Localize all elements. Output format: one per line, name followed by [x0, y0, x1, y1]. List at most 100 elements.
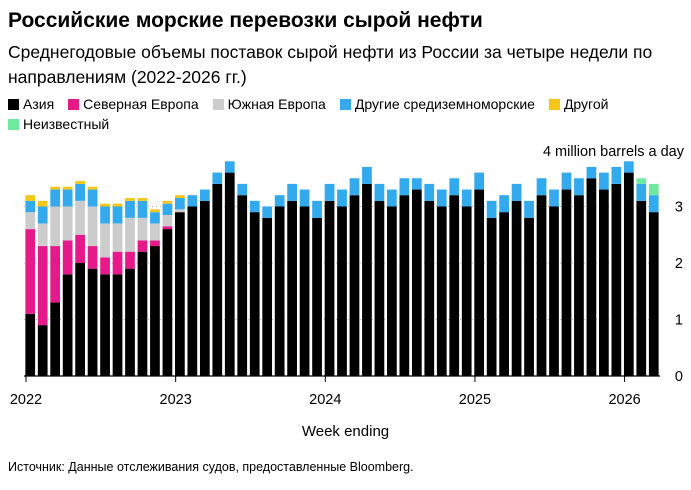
bar-2026-02-series-3 [636, 183, 647, 201]
chart-subtitle: Среднегодовые объемы поставок сырой нефт… [8, 42, 653, 87]
legend-label-north-europe: Северная Европа [83, 96, 199, 112]
legend-label-other-med: Другие средиземноморские [354, 96, 535, 112]
bar-2025-09-series-0 [574, 195, 584, 376]
bar-2023-01-series-2 [175, 209, 185, 213]
bar-2023-07-series-3 [249, 200, 260, 213]
legend-item-north-europe: Северная Европа [68, 94, 199, 114]
bar-2024-06-series-3 [387, 189, 397, 207]
bar-2025-09-series-3 [574, 178, 584, 196]
bar-2022-02-series-4 [37, 200, 48, 207]
bar-2023-09-series-3 [274, 195, 285, 207]
bar-2022-07-series-3 [100, 206, 110, 224]
bar-2025-08-series-0 [561, 189, 572, 376]
bar-2026-01-series-3 [623, 161, 634, 173]
bar-2026-03-series-3 [648, 195, 659, 213]
bar-2025-05-series-0 [524, 217, 534, 376]
bar-2023-11-series-3 [299, 189, 310, 207]
bar-2022-08-series-2 [112, 223, 123, 252]
bar-2022-06-series-2 [87, 206, 98, 247]
bar-2024-02-series-0 [337, 206, 347, 376]
bar-2022-06-series-0 [87, 268, 98, 376]
bar-2023-08-series-3 [262, 206, 273, 218]
bar-2024-11-series-3 [449, 178, 460, 196]
bar-2024-08-series-3 [411, 178, 422, 190]
bar-2022-09-series-2 [125, 217, 135, 252]
bar-2026-03-series-5 [648, 183, 659, 196]
bar-2024-02-series-3 [337, 189, 347, 207]
bar-2022-03-series-4 [50, 186, 61, 190]
bar-2025-06-series-0 [536, 195, 547, 376]
bar-2023-10-series-0 [287, 200, 297, 376]
bar-2024-05-series-0 [374, 200, 385, 376]
legend-swatch-other-med [339, 98, 351, 110]
x-tick-label-2023: 2023 [160, 392, 192, 408]
bar-2022-03-series-2 [50, 206, 61, 247]
bar-2023-11-series-0 [299, 206, 310, 376]
bar-2024-08-series-0 [411, 189, 422, 376]
bar-2022-09-series-4 [125, 198, 135, 201]
bar-2022-03-series-3 [50, 189, 61, 207]
bar-2022-07-series-4 [100, 203, 110, 207]
bar-2022-11-series-2 [150, 223, 160, 241]
bar-2025-12-series-3 [611, 166, 622, 184]
bar-2022-11-series-3 [150, 212, 160, 224]
bar-2024-07-series-3 [399, 178, 410, 196]
bar-2025-03-series-3 [499, 195, 509, 213]
bar-2025-06-series-3 [536, 178, 547, 196]
y-tick-label-0: 0 [675, 369, 683, 385]
bar-2022-01-series-1 [25, 229, 36, 314]
bar-2023-04-series-0 [212, 183, 223, 376]
bar-2025-10-series-3 [586, 166, 597, 179]
bar-2022-10-series-3 [137, 200, 148, 218]
bar-2022-04-series-2 [62, 206, 73, 241]
bar-2022-10-series-1 [137, 240, 148, 252]
bar-2022-09-series-0 [125, 268, 135, 376]
bar-2022-04-series-3 [62, 189, 73, 207]
bar-2022-01-series-2 [25, 212, 36, 230]
bar-2026-03-series-0 [648, 212, 659, 376]
bar-2022-08-series-3 [112, 206, 123, 224]
legend: Азия Северная Европа Южная Европа Другие… [8, 94, 668, 134]
bar-series-group [25, 161, 659, 376]
bar-2022-09-series-3 [125, 200, 135, 218]
x-tick-label-2024: 2024 [309, 392, 341, 408]
bar-2024-05-series-3 [374, 183, 385, 201]
legend-swatch-other [548, 98, 560, 110]
bar-2022-05-series-4 [75, 181, 85, 184]
bar-2022-06-series-3 [87, 189, 98, 207]
bar-2022-05-series-0 [75, 263, 85, 376]
bar-2023-10-series-3 [287, 183, 297, 201]
bar-2022-02-series-1 [37, 246, 48, 326]
bar-2025-04-series-0 [511, 200, 522, 376]
bar-2024-12-series-0 [461, 206, 472, 376]
legend-swatch-north-europe [68, 98, 80, 110]
bar-2025-08-series-3 [561, 172, 572, 190]
bar-2025-07-series-0 [549, 206, 559, 376]
bar-2024-03-series-3 [349, 178, 360, 196]
bar-2023-08-series-0 [262, 217, 273, 376]
bar-2022-07-series-2 [100, 223, 110, 258]
bar-2022-12-series-0 [162, 229, 173, 376]
bar-2022-10-series-0 [137, 251, 148, 376]
legend-item-other-med: Другие средиземноморские [339, 94, 535, 114]
legend-item-south-europe: Южная Европа [212, 94, 326, 114]
bar-2022-08-series-0 [112, 274, 123, 376]
bar-2024-01-series-0 [324, 200, 335, 376]
bar-2024-11-series-0 [449, 195, 460, 376]
legend-item-asia: Азия [8, 94, 54, 114]
bar-2024-12-series-3 [461, 189, 472, 207]
bar-2022-01-series-0 [25, 313, 36, 376]
bar-2023-01-series-3 [175, 198, 185, 210]
bar-2025-11-series-3 [599, 172, 609, 190]
bar-2022-07-series-0 [100, 274, 110, 376]
bar-2022-04-series-4 [62, 186, 73, 190]
legend-label-south-europe: Южная Европа [227, 96, 326, 112]
bar-2022-07-series-1 [100, 257, 110, 275]
bar-2023-09-series-0 [274, 206, 285, 376]
bar-2022-12-series-1 [162, 226, 173, 230]
bar-2025-01-series-0 [474, 189, 485, 376]
bar-2022-11-series-0 [150, 246, 160, 376]
legend-item-other: Другой [548, 94, 608, 114]
y-tick-label-3: 3 [675, 200, 683, 216]
bar-2022-08-series-4 [112, 203, 123, 207]
